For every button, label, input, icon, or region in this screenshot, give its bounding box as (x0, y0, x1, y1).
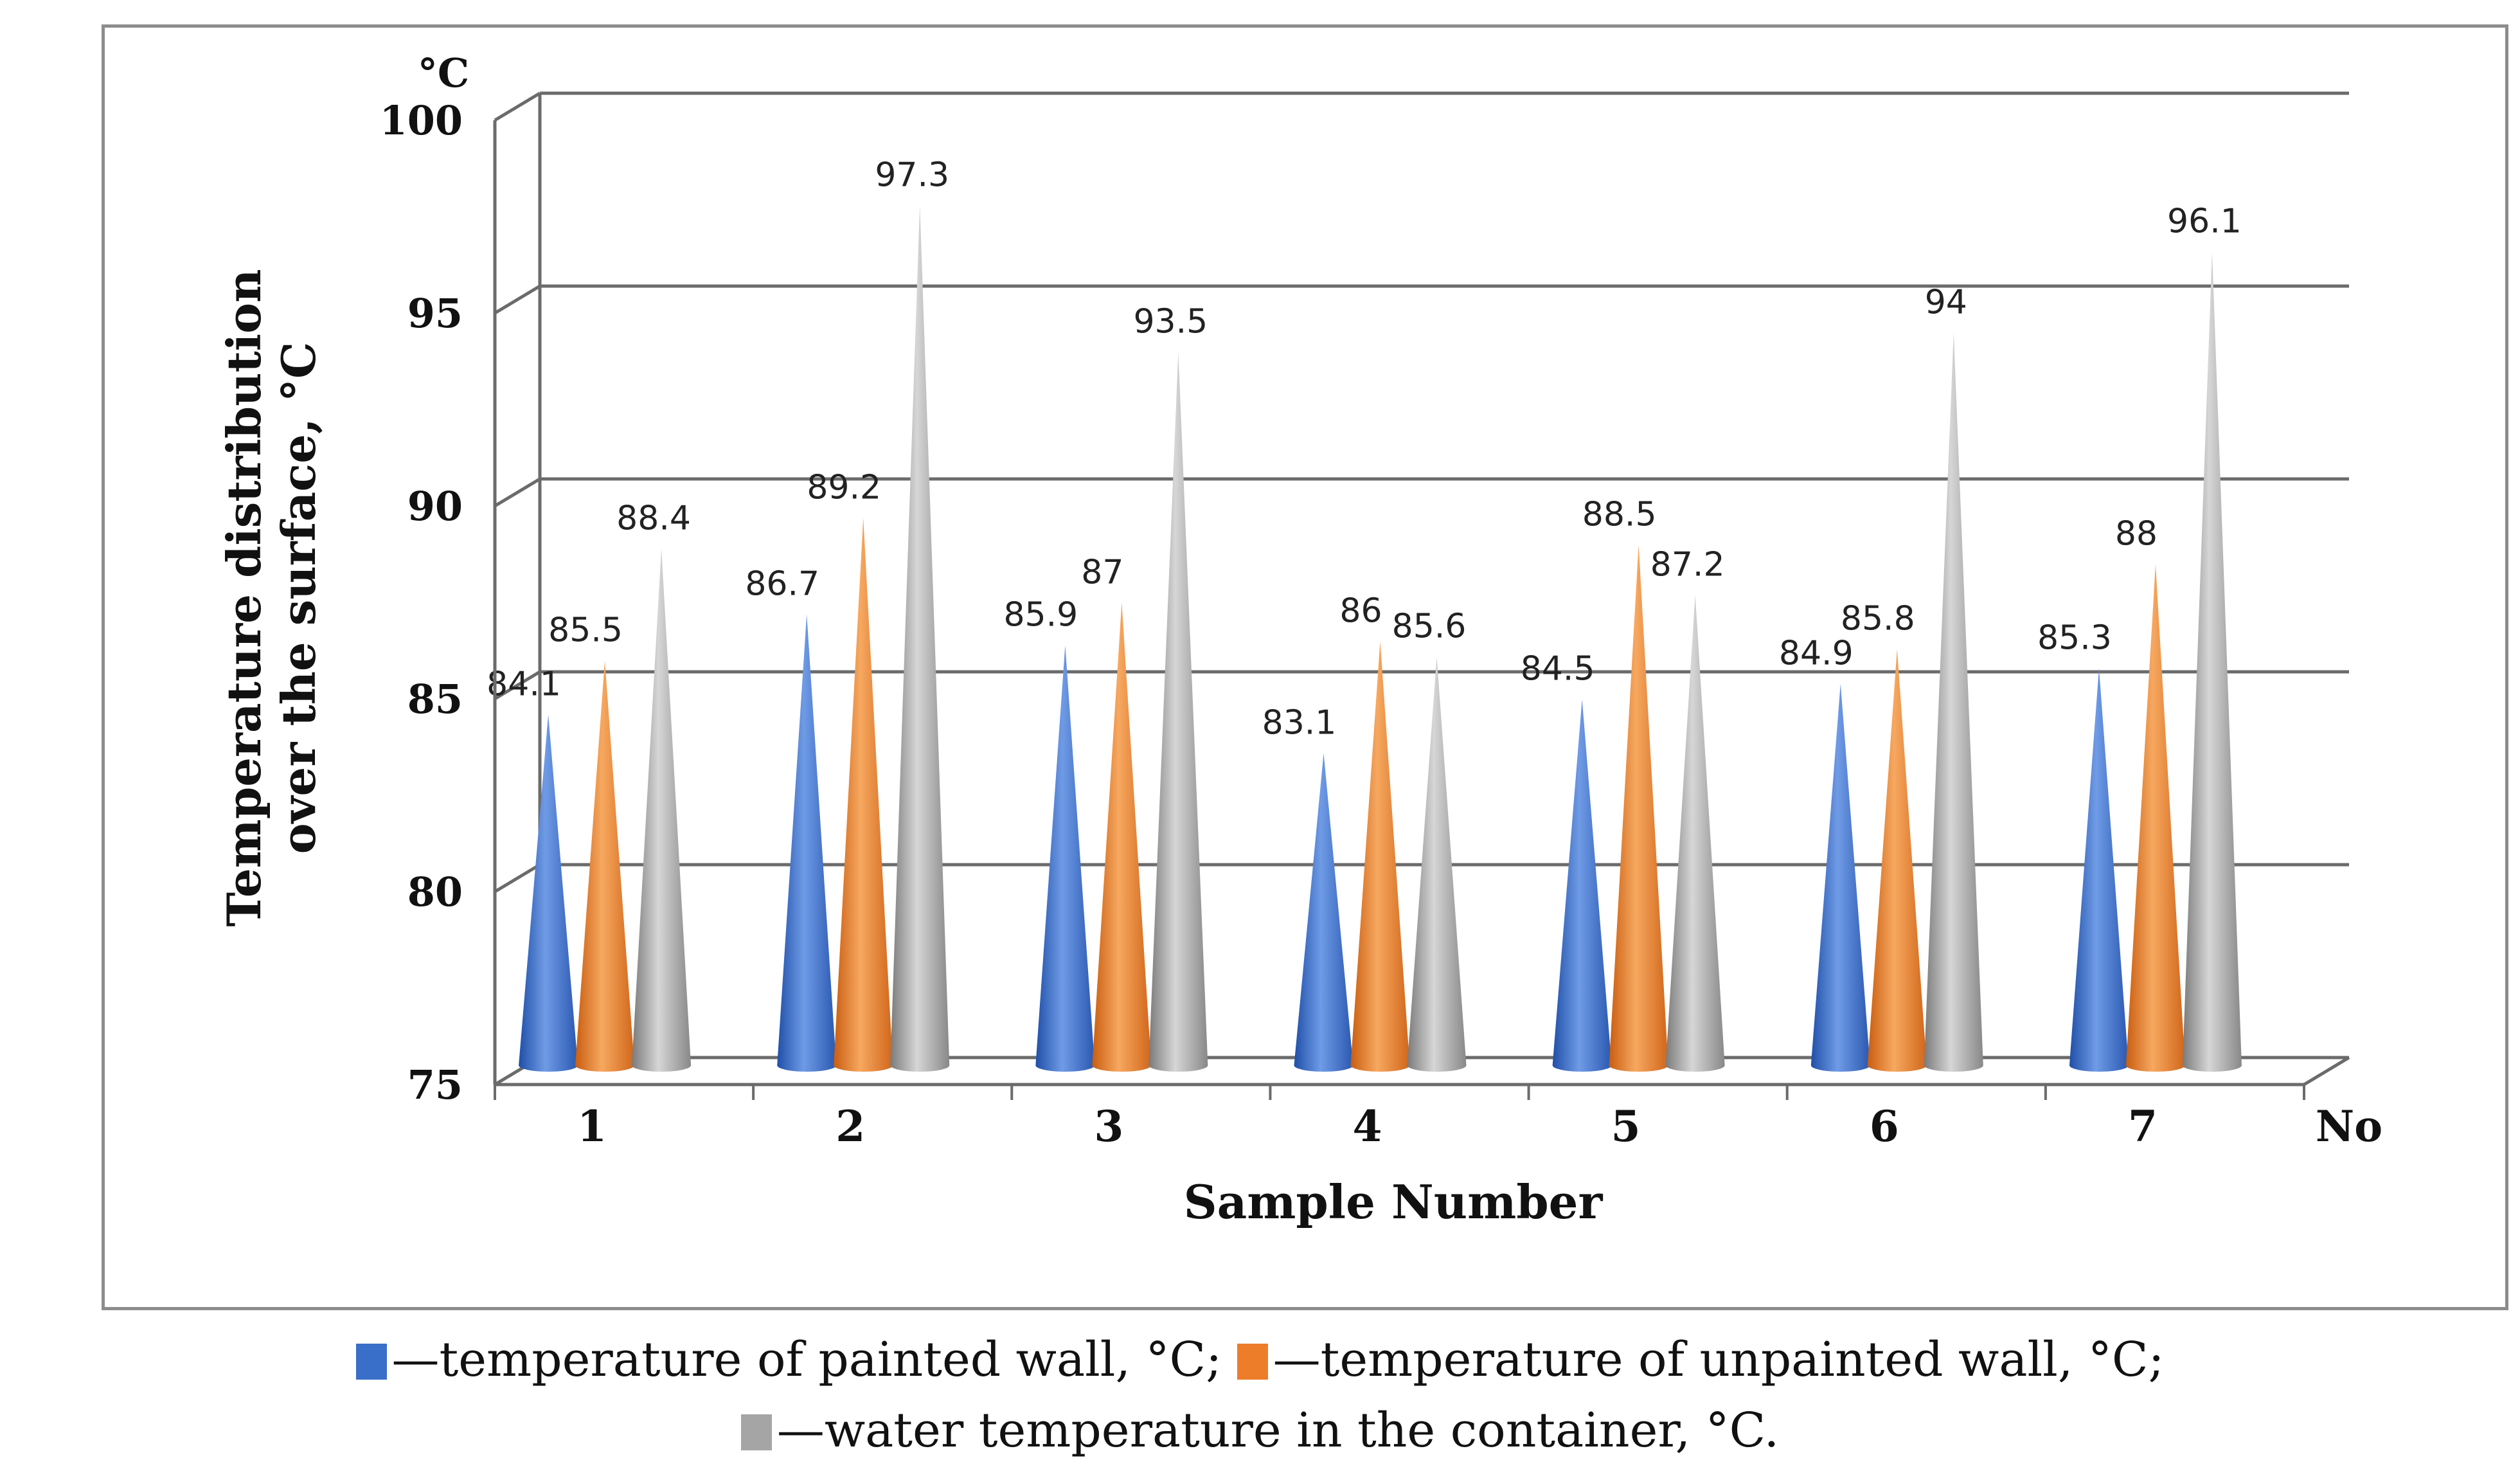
cone-s2-c7 (2125, 564, 2185, 1072)
data-labels: 84.1 86.7 85.9 83.1 84.5 84.9 85.3 85.5 89.2 87 86… (487, 156, 2242, 743)
gridline-side-100 (494, 91, 541, 122)
y-unit-label: °C (418, 50, 469, 96)
cone-s1-c1 (519, 714, 578, 1072)
legend-swatch-painted (355, 1344, 387, 1380)
x-tick-label: 5 (1611, 1101, 1641, 1151)
cone-s1-c2 (777, 614, 837, 1072)
cone-s3-c4 (1407, 656, 1467, 1072)
gridline-side-85 (494, 670, 541, 701)
cone-s1-c5 (1552, 699, 1612, 1072)
x-tick-label: 3 (1094, 1101, 1123, 1151)
y-tick-label: 100 (380, 97, 463, 144)
data-label: 84.9 (1779, 635, 1854, 673)
data-label: 85.6 (1392, 608, 1467, 646)
data-label: 85.3 (2037, 619, 2112, 658)
legend-label-painted: —temperature of painted wall, °C; (391, 1332, 1222, 1387)
cone-s3-c1 (632, 548, 692, 1072)
cone-s3-c7 (2182, 251, 2242, 1072)
data-label: 87 (1081, 554, 1123, 592)
gridline-side-95 (494, 284, 541, 315)
data-label: 84.1 (487, 665, 561, 704)
y-axis-title-line2: over the surface, °C (271, 342, 326, 854)
data-label: 88.4 (616, 500, 691, 538)
gridlines (494, 91, 2349, 1086)
legend-label-unpainted: —temperature of unpainted wall, °C; (1273, 1332, 2165, 1387)
cone-s2-c1 (575, 660, 635, 1072)
data-label: 88 (2115, 515, 2158, 554)
x-tick-label: 2 (836, 1101, 865, 1151)
y-tick-label: 75 (407, 1061, 463, 1108)
cone-s3-c5 (1665, 595, 1725, 1072)
legend: —temperature of painted wall, °C; —tempe… (0, 1324, 2520, 1466)
y-axis-title-line1: Temperature distribution (217, 269, 271, 927)
cone-s2-c6 (1867, 649, 1927, 1072)
y-tick-label: 95 (407, 290, 463, 337)
cone-s1-c6 (1810, 683, 1870, 1072)
cone-s1-c4 (1294, 753, 1354, 1072)
legend-item-water: —water temperature in the container, °C. (740, 1403, 1780, 1458)
legend-item-unpainted: —temperature of unpainted wall, °C; (1237, 1332, 2165, 1387)
data-label: 83.1 (1262, 704, 1337, 743)
cone-s3-c2 (890, 205, 950, 1072)
data-label: 94 (1925, 284, 1967, 322)
y-tick-label: 90 (407, 483, 463, 530)
legend-swatch-unpainted (1237, 1344, 1268, 1380)
data-label: 87.2 (1650, 546, 1725, 584)
chart-frame (102, 24, 2508, 1310)
cone-s3-c6 (1924, 332, 1983, 1072)
data-label: 86 (1339, 592, 1382, 631)
x-tick-label: 6 (1870, 1101, 1899, 1151)
data-label: 88.5 (1582, 496, 1657, 534)
data-label: 86.7 (745, 565, 819, 604)
legend-swatch-water (740, 1414, 772, 1450)
data-label: 89.2 (807, 469, 881, 507)
cone-chart: 84.1 86.7 85.9 83.1 84.5 84.9 85.3 85.5 89.2 87 86… (217, 50, 2382, 1229)
x-tick-label: 1 (577, 1101, 607, 1151)
data-label: 85.5 (548, 611, 623, 650)
cone-s2-c2 (834, 518, 893, 1072)
floor-right-edge (2303, 1056, 2350, 1086)
gridline-side-90 (494, 477, 541, 508)
data-label: 96.1 (2167, 203, 2242, 241)
legend-label-water: —water temperature in the container, °C. (776, 1403, 1780, 1458)
y-tick-label: 80 (407, 869, 463, 915)
cone-s2-c4 (1350, 641, 1410, 1072)
axes: 75 80 85 90 95 100 1 2 3 4 5 6 7 °C No Sample Number Tem… (217, 50, 2382, 1229)
data-label: 97.3 (875, 156, 949, 195)
data-label: 85.9 (1003, 596, 1078, 635)
cone-series (519, 205, 2242, 1072)
data-label: 93.5 (1133, 303, 1208, 341)
x-unit-label: No (2316, 1101, 2382, 1151)
data-label: 85.8 (1841, 600, 1915, 638)
data-label: 84.5 (1521, 650, 1595, 689)
x-axis-title: Sample Number (1184, 1175, 1604, 1229)
cone-s3-c3 (1148, 352, 1208, 1072)
x-tick-label: 7 (2128, 1101, 2158, 1151)
gridline-side-80 (494, 863, 541, 894)
cone-s2-c3 (1092, 602, 1152, 1072)
x-tick-label: 4 (1353, 1101, 1382, 1151)
cone-s1-c3 (1035, 645, 1095, 1072)
cone-s1-c7 (2069, 668, 2129, 1072)
cone-s2-c5 (1609, 545, 1668, 1072)
legend-item-painted: —temperature of painted wall, °C; (355, 1332, 1222, 1387)
y-tick-label: 85 (407, 676, 463, 723)
